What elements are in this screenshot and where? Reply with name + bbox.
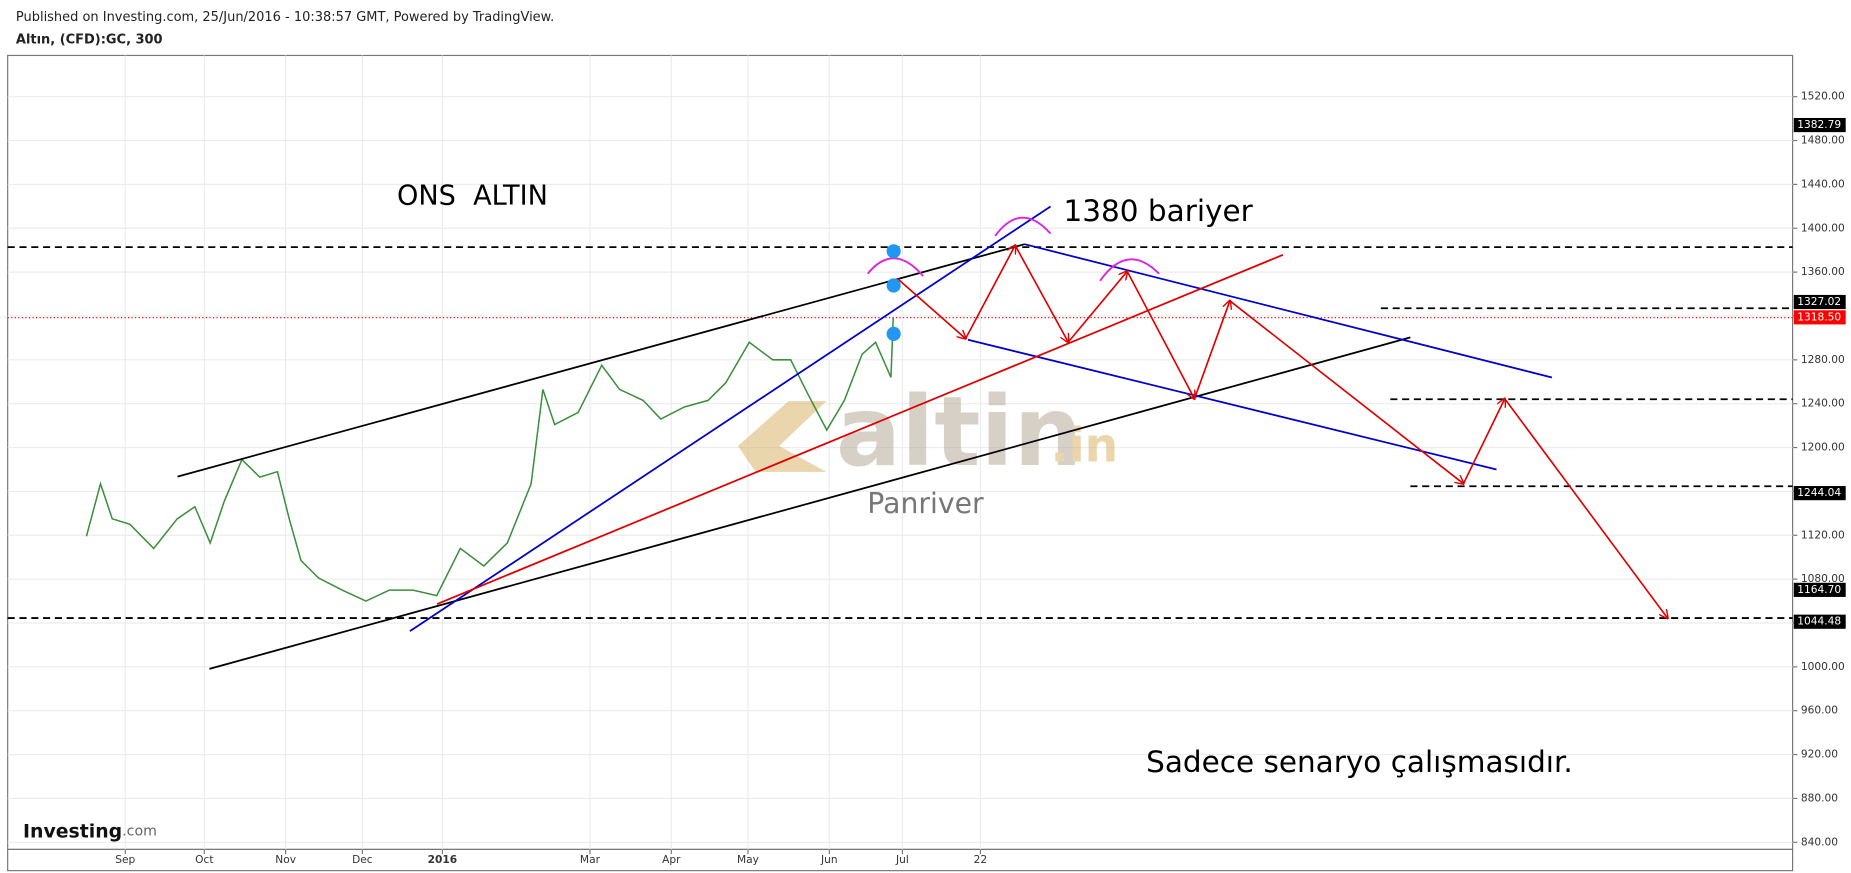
- pivot-marker: [886, 244, 901, 259]
- y-tick-label: 1200.00: [1801, 441, 1845, 454]
- y-tick-label: 920.00: [1801, 748, 1838, 761]
- annotation: 1380 bariyer: [1064, 194, 1254, 228]
- watermark-icon: [737, 401, 827, 472]
- y-tick-label: 1080.00: [1801, 572, 1845, 585]
- price-box-label: 1327.02: [1797, 295, 1841, 308]
- grid: [7, 55, 1793, 850]
- price-box: [1793, 117, 1846, 133]
- last-price-label: 1318.50: [1797, 310, 1841, 323]
- annotation: Sadece senaryo çalışmasıdır.: [1146, 745, 1573, 779]
- price-box: [1793, 582, 1846, 597]
- price-box-label: 1382.79: [1797, 118, 1841, 131]
- x-tick-label: Sep: [115, 853, 135, 866]
- y-tick-label: 1000.00: [1801, 660, 1845, 673]
- arrow: [1504, 398, 1668, 618]
- arc: [866, 257, 924, 277]
- watermark: altin .in: [737, 375, 1118, 488]
- subtitle: Published on Investing.com, 25/Jun/2016 …: [16, 10, 554, 25]
- x-tick-label: Jul: [895, 853, 909, 866]
- watermark-author: Panriver: [867, 487, 984, 520]
- x-axis-frame: [7, 848, 1794, 872]
- last-price-box: [1793, 310, 1846, 325]
- price-box: [1793, 486, 1846, 501]
- trend-line: [436, 254, 1284, 605]
- x-tick-label: Dec: [352, 853, 373, 866]
- x-tick-label: Apr: [662, 853, 681, 866]
- y-tick-label: 880.00: [1801, 791, 1838, 804]
- arrow: [1067, 271, 1127, 343]
- x-tick-label: Mar: [580, 853, 601, 866]
- arrow: [1126, 270, 1194, 398]
- title: Altın, (CFD):GC, 300: [16, 33, 163, 48]
- y-tick-label: 1240.00: [1801, 397, 1845, 410]
- scenario-arrows: [896, 244, 1668, 618]
- price-box: [1793, 614, 1846, 629]
- axes: 840.00880.00920.00960.001000.001040.0010…: [115, 90, 1846, 866]
- x-tick-label: 2016: [428, 853, 458, 866]
- y-tick-label: 1120.00: [1801, 528, 1845, 541]
- arrow: [896, 277, 965, 338]
- y-tick-label: 1360.00: [1801, 265, 1845, 278]
- arrow: [1193, 301, 1229, 400]
- arc: [1099, 258, 1160, 282]
- y-tick-label: 1400.00: [1801, 221, 1845, 234]
- trend-line: [967, 338, 1497, 471]
- y-tick-label: 840.00: [1801, 835, 1838, 848]
- x-tick-label: Oct: [195, 853, 213, 866]
- y-tick-label: 1280.00: [1801, 353, 1845, 366]
- annotation: ONS ALTIN: [397, 181, 548, 212]
- x-tick-label: May: [737, 853, 759, 866]
- x-tick-label: 22: [974, 853, 988, 866]
- price-box: [1793, 294, 1846, 310]
- logo-main: Investing: [23, 820, 122, 842]
- arrow: [1014, 244, 1068, 342]
- trend-line: [177, 243, 1025, 478]
- x-tick-label: Nov: [275, 853, 296, 866]
- x-tick-label: Jun: [820, 853, 838, 866]
- pivot-markers: [886, 244, 901, 341]
- y-tick-label: 960.00: [1801, 704, 1838, 717]
- y-tick-label: 1440.00: [1801, 177, 1845, 190]
- trend-line: [1024, 243, 1553, 379]
- pivot-marker: [886, 278, 901, 293]
- y-tick-label: 1520.00: [1801, 90, 1845, 103]
- pivot-marker: [886, 326, 901, 341]
- price-box-label: 1164.70: [1797, 583, 1841, 596]
- arrow: [1229, 300, 1464, 484]
- price-line: [85, 317, 894, 602]
- logo-suffix: .com: [122, 824, 157, 840]
- arrow: [964, 245, 1016, 339]
- price-box-label: 1244.04: [1797, 486, 1841, 499]
- trend-line: [209, 336, 1411, 670]
- trend-line: [409, 205, 1052, 632]
- levels: [7, 246, 1793, 619]
- drawings: [177, 205, 1668, 670]
- logo: Investing.com: [23, 820, 157, 842]
- arrow: [1462, 399, 1504, 485]
- y-tick-label: 1480.00: [1801, 134, 1845, 147]
- series: [85, 317, 894, 602]
- price-box-label: 1044.48: [1797, 615, 1841, 628]
- arcs: [866, 216, 1160, 282]
- arc: [994, 216, 1052, 237]
- watermark-text: altin: [836, 375, 1083, 488]
